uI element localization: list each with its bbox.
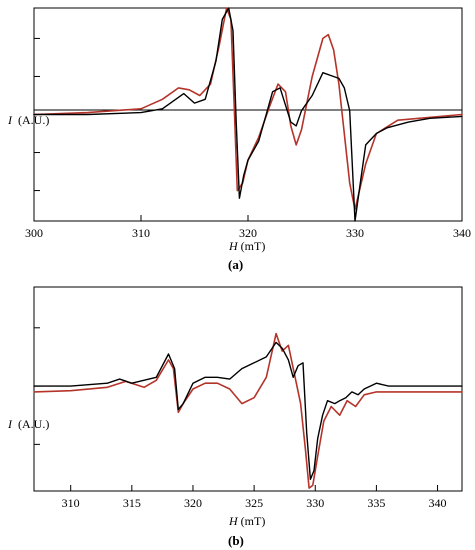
experimental-spectrum-line-b bbox=[33, 341, 463, 480]
x-tick-label-b-4: 330 bbox=[306, 496, 324, 510]
x-tick-label-b-3: 325 bbox=[245, 496, 263, 510]
x-tick-label-b-6: 340 bbox=[429, 496, 447, 510]
x-tick-label-b-1: 315 bbox=[123, 496, 141, 510]
y-axis-label-b: I (A.U.) bbox=[7, 417, 49, 431]
x-axis-label-b: H (mT) bbox=[228, 514, 265, 528]
x-tick-label-a-1: 310 bbox=[132, 226, 150, 240]
caption-b: (b) bbox=[228, 533, 244, 548]
x-tick-label-a-0: 300 bbox=[25, 226, 43, 240]
y-axis-label-a: I (A.U.) bbox=[7, 113, 49, 127]
series-b bbox=[33, 332, 463, 489]
x-tick-label-b-2: 320 bbox=[184, 496, 202, 510]
panel-a: 300 310 320 330 340 I (A.U.) H (mT) (a) bbox=[7, 7, 471, 272]
x-tick-label-a-4: 340 bbox=[453, 226, 471, 240]
caption-a: (a) bbox=[228, 257, 243, 272]
x-tick-label-a-3: 330 bbox=[346, 226, 364, 240]
x-tick-label-a-2: 320 bbox=[239, 226, 257, 240]
x-tick-label-b-0: 310 bbox=[62, 496, 80, 510]
experimental-spectrum-line-a bbox=[33, 7, 463, 222]
x-ticks-b: 310 315 320 325 330 335 340 bbox=[62, 485, 447, 510]
series-a bbox=[33, 7, 463, 222]
simulated-spectrum-line-a bbox=[33, 7, 463, 211]
plot-frame-b bbox=[33, 286, 463, 492]
simulated-spectrum-line-b bbox=[33, 332, 463, 489]
panel-b: 310 315 320 325 330 335 340 I (A.U.) H (mT) (b) bbox=[7, 286, 463, 548]
x-tick-label-b-5: 335 bbox=[367, 496, 385, 510]
x-ticks-a: 300 310 320 330 340 bbox=[25, 215, 471, 240]
x-axis-label-a: H (mT) bbox=[228, 239, 265, 253]
